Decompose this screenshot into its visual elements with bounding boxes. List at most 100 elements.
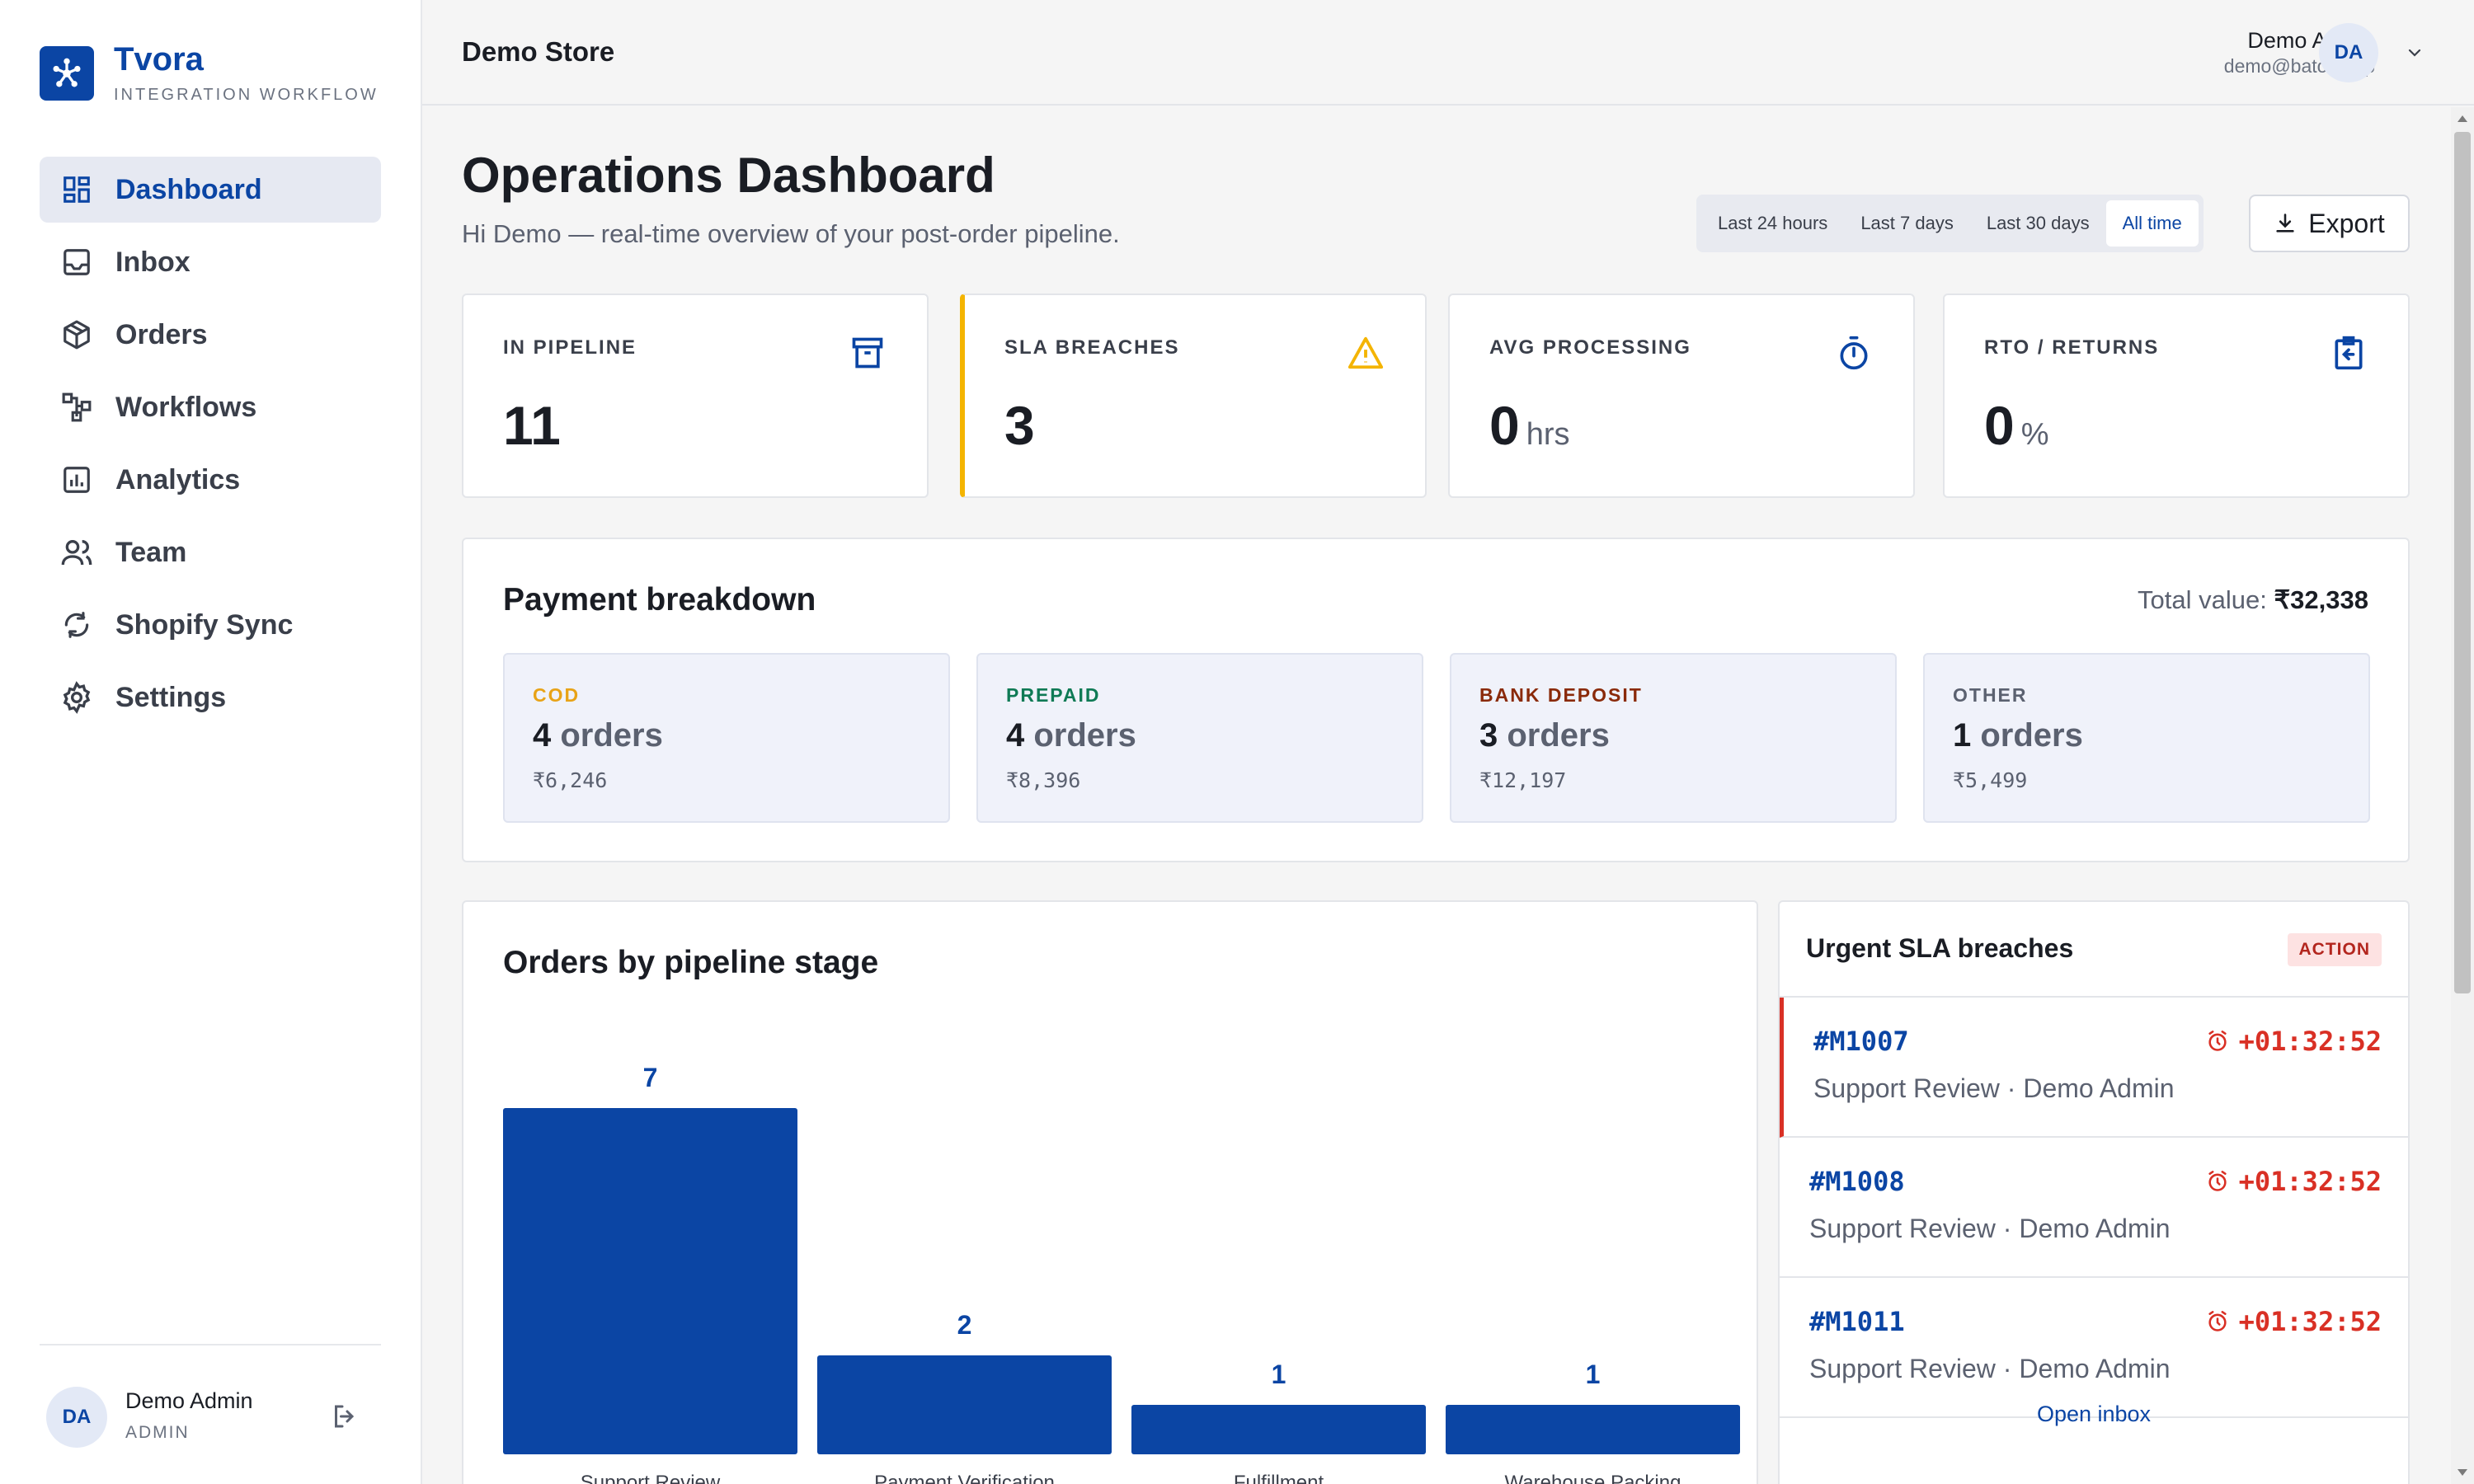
payment-count: 1 orders bbox=[1953, 717, 2083, 754]
payment-count: 4 orders bbox=[1006, 717, 1136, 754]
range-last-7-days[interactable]: Last 7 days bbox=[1860, 213, 1954, 233]
avatar[interactable]: DA bbox=[46, 1387, 107, 1448]
sidebar-item-workflows[interactable]: Workflows bbox=[40, 374, 381, 440]
payment-amount: ₹8,396 bbox=[1006, 768, 1081, 792]
inbox-icon bbox=[59, 245, 94, 279]
sidebar-item-orders[interactable]: Orders bbox=[40, 302, 381, 368]
order-id[interactable]: #M1008 bbox=[1809, 1166, 1905, 1197]
payment-label: OTHER bbox=[1953, 684, 2028, 706]
kpi-rto-returns[interactable]: RTO / RETURNS 0% bbox=[1943, 294, 2410, 498]
breach-item[interactable]: #M1008 +01:32:52 Support Review · Demo A… bbox=[1780, 1138, 2408, 1278]
team-icon bbox=[59, 535, 94, 570]
urgent-header: Urgent SLA breaches ACTION bbox=[1780, 902, 2408, 998]
pipeline-stage-chart-card: Orders by pipeline stage 7 Support Review… bbox=[462, 900, 1758, 1484]
store-name[interactable]: Demo Store bbox=[462, 36, 615, 67]
scrollbar-thumb[interactable] bbox=[2454, 132, 2471, 993]
payment-label: BANK DEPOSIT bbox=[1479, 684, 1643, 706]
open-inbox-link[interactable]: Open inbox bbox=[2036, 1402, 2152, 1426]
sidebar-item-label: Shopify Sync bbox=[115, 608, 294, 641]
sidebar-item-label: Settings bbox=[115, 681, 227, 713]
warning-icon bbox=[1346, 333, 1385, 373]
kpi-in-pipeline[interactable]: IN PIPELINE 11 bbox=[462, 294, 929, 498]
archive-icon bbox=[848, 333, 887, 373]
bar-value-label: 1 bbox=[1586, 1360, 1601, 1389]
bar[interactable] bbox=[1131, 1405, 1426, 1454]
payment-box-prepaid[interactable]: PREPAID 4 orders ₹8,396 bbox=[976, 653, 1423, 823]
sidebar-item-analytics[interactable]: Analytics bbox=[40, 447, 381, 513]
breach-timer: +01:32:52 bbox=[2206, 1166, 2382, 1197]
sidebar-item-dashboard[interactable]: Dashboard bbox=[40, 157, 381, 223]
brand-name: Tvora bbox=[114, 41, 204, 77]
main-content: Operations Dashboard Hi Demo — real-time… bbox=[422, 107, 2451, 1484]
payment-breakdown-card: Payment breakdown Total value: ₹32,338 C… bbox=[462, 538, 2410, 862]
avatar[interactable]: DA bbox=[2319, 23, 2378, 82]
alarm-clock-icon bbox=[2206, 1170, 2229, 1193]
payment-count: 3 orders bbox=[1479, 717, 1610, 754]
bar-value-label: 1 bbox=[1272, 1360, 1286, 1389]
payment-box-other[interactable]: OTHER 1 orders ₹5,499 bbox=[1923, 653, 2370, 823]
category-label: Payment Verification bbox=[874, 1472, 1055, 1484]
kpi-label: RTO / RETURNS bbox=[1984, 336, 2160, 359]
workflow-icon bbox=[59, 390, 94, 425]
alarm-clock-icon bbox=[2206, 1030, 2229, 1053]
return-clipboard-icon bbox=[2329, 333, 2368, 373]
sync-icon bbox=[59, 608, 94, 642]
brand-subtitle: INTEGRATION WORKFLOW bbox=[114, 86, 379, 104]
sidebar-nav: Dashboard Inbox Orders bbox=[40, 157, 381, 737]
sidebar-item-label: Orders bbox=[115, 318, 208, 350]
range-last-24-hours[interactable]: Last 24 hours bbox=[1718, 213, 1828, 233]
gear-icon bbox=[59, 680, 94, 715]
sidebar-item-team[interactable]: Team bbox=[40, 519, 381, 585]
order-id[interactable]: #M1011 bbox=[1809, 1306, 1905, 1337]
sidebar-item-settings[interactable]: Settings bbox=[40, 665, 381, 730]
sidebar-item-label: Inbox bbox=[115, 246, 190, 278]
range-all-time[interactable]: All time bbox=[2105, 200, 2199, 247]
bar-value-label: 7 bbox=[643, 1063, 658, 1092]
date-range-selector: Last 24 hours Last 7 days Last 30 days A… bbox=[1696, 195, 2204, 252]
bar[interactable] bbox=[503, 1108, 797, 1454]
brand-logo-icon bbox=[40, 46, 94, 101]
scroll-down-icon[interactable] bbox=[2456, 1466, 2469, 1479]
status-badge: ACTION bbox=[2287, 933, 2382, 966]
sidebar: Tvora INTEGRATION WORKFLOW Dashboard Inb… bbox=[0, 0, 422, 1484]
bar-value-label: 2 bbox=[957, 1310, 972, 1340]
sidebar-item-shopify-sync[interactable]: Shopify Sync bbox=[40, 592, 381, 658]
bar-chart: 7 Support Review 2 Payment Verification 1 Ful… bbox=[503, 1063, 1740, 1484]
package-icon bbox=[59, 317, 94, 352]
export-button[interactable]: Export bbox=[2249, 195, 2410, 252]
bar[interactable] bbox=[817, 1355, 1112, 1454]
payment-total: Total value: ₹32,338 bbox=[2138, 585, 2368, 614]
scroll-up-icon[interactable] bbox=[2456, 112, 2469, 125]
logout-icon[interactable] bbox=[327, 1398, 363, 1435]
payment-box-bank-deposit[interactable]: BANK DEPOSIT 3 orders ₹12,197 bbox=[1450, 653, 1897, 823]
chevron-down-icon[interactable] bbox=[2401, 40, 2428, 66]
dashboard-icon bbox=[59, 172, 94, 207]
urgent-sla-card: Urgent SLA breaches ACTION #M1007 +01:32… bbox=[1778, 900, 2410, 1484]
payment-label: COD bbox=[533, 684, 581, 706]
breach-meta: Support Review · Demo Admin bbox=[1813, 1073, 2175, 1103]
brand[interactable]: Tvora INTEGRATION WORKFLOW bbox=[40, 41, 379, 105]
range-last-30-days[interactable]: Last 30 days bbox=[1986, 213, 2090, 233]
breach-item[interactable]: #M1011 +01:32:52 Support Review · Demo A… bbox=[1780, 1278, 2408, 1418]
bar[interactable] bbox=[1446, 1405, 1740, 1454]
page-title: Operations Dashboard bbox=[462, 148, 995, 203]
export-label: Export bbox=[2308, 208, 2385, 238]
order-id[interactable]: #M1007 bbox=[1813, 1026, 1909, 1057]
breach-item[interactable]: #M1007 +01:32:52 Support Review · Demo A… bbox=[1780, 998, 2408, 1138]
kpi-sla-breaches[interactable]: SLA BREACHES 3 bbox=[960, 294, 1427, 498]
chart-title: Orders by pipeline stage bbox=[503, 945, 879, 980]
payment-box-cod[interactable]: COD 4 orders ₹6,246 bbox=[503, 653, 950, 823]
topbar: Demo Store Demo Admin demo@baton.app DA bbox=[422, 0, 2474, 106]
sidebar-item-label: Workflows bbox=[115, 391, 257, 423]
category-label: Warehouse Packing bbox=[1505, 1472, 1681, 1484]
sidebar-user: DA Demo Admin ADMIN bbox=[40, 1344, 381, 1448]
kpi-label: IN PIPELINE bbox=[503, 336, 637, 359]
kpi-avg-processing[interactable]: AVG PROCESSING 0 hrs bbox=[1448, 294, 1915, 498]
kpi-value: 11 bbox=[503, 395, 561, 456]
payment-title: Payment breakdown bbox=[503, 582, 816, 618]
sidebar-item-label: Dashboard bbox=[115, 173, 262, 205]
sidebar-item-label: Analytics bbox=[115, 463, 241, 495]
user-role: ADMIN bbox=[125, 1423, 190, 1442]
page-subtitle: Hi Demo — real-time overview of your pos… bbox=[462, 219, 1120, 248]
sidebar-item-inbox[interactable]: Inbox bbox=[40, 229, 381, 295]
